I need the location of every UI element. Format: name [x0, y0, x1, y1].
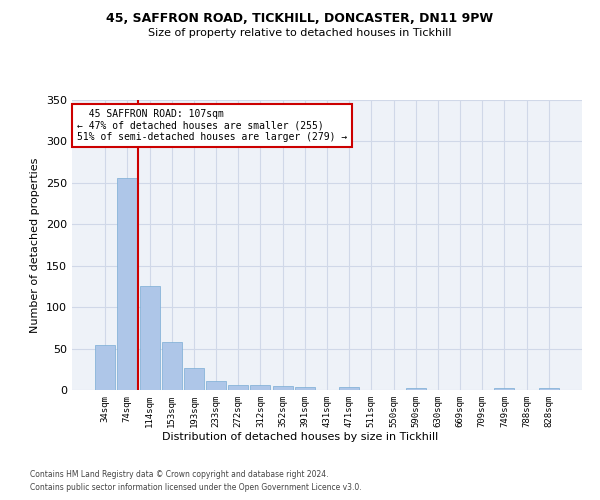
Text: 45 SAFFRON ROAD: 107sqm
← 47% of detached houses are smaller (255)
51% of semi-d: 45 SAFFRON ROAD: 107sqm ← 47% of detache…: [77, 108, 347, 142]
Text: 45, SAFFRON ROAD, TICKHILL, DONCASTER, DN11 9PW: 45, SAFFRON ROAD, TICKHILL, DONCASTER, D…: [106, 12, 494, 26]
Bar: [206, 381, 226, 390]
Text: Contains public sector information licensed under the Open Government Licence v3: Contains public sector information licen…: [30, 482, 362, 492]
Bar: [162, 342, 182, 390]
Bar: [406, 388, 426, 390]
Text: Size of property relative to detached houses in Tickhill: Size of property relative to detached ho…: [148, 28, 452, 38]
Bar: [118, 178, 137, 390]
Bar: [539, 388, 559, 390]
Bar: [339, 386, 359, 390]
Bar: [228, 385, 248, 390]
Text: Contains HM Land Registry data © Crown copyright and database right 2024.: Contains HM Land Registry data © Crown c…: [30, 470, 329, 479]
Bar: [250, 385, 271, 390]
Text: Distribution of detached houses by size in Tickhill: Distribution of detached houses by size …: [162, 432, 438, 442]
Bar: [140, 286, 160, 390]
Bar: [295, 386, 315, 390]
Bar: [272, 386, 293, 390]
Bar: [494, 388, 514, 390]
Y-axis label: Number of detached properties: Number of detached properties: [31, 158, 40, 332]
Bar: [95, 346, 115, 390]
Bar: [184, 368, 204, 390]
